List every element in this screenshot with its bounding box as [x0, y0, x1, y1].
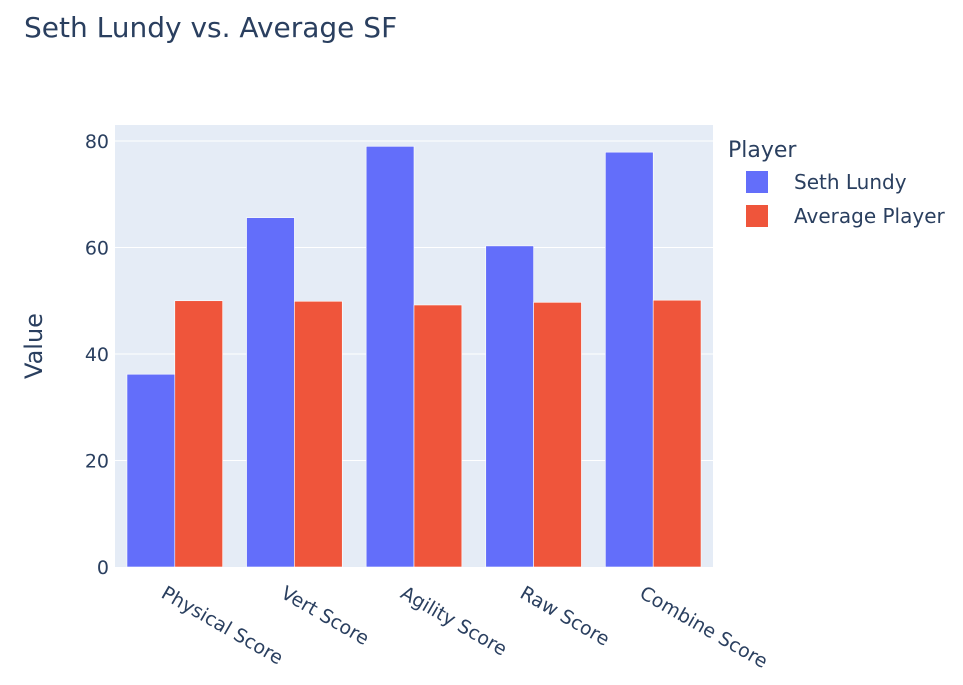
bar-average-player	[652, 299, 702, 568]
y-tick-label: 80	[85, 131, 109, 153]
bars	[126, 146, 702, 568]
bar-average-player	[413, 304, 463, 568]
bar-average-player	[174, 300, 223, 568]
legend-label: Seth Lundy	[794, 170, 907, 194]
chart-title: Seth Lundy vs. Average SF	[24, 11, 397, 44]
x-tick-label: Vert Score	[277, 582, 373, 650]
bar-average-player	[533, 302, 582, 568]
legend-swatch	[746, 205, 768, 227]
bar-seth-lundy	[365, 146, 415, 568]
legend-swatch	[746, 171, 768, 193]
x-tick-label: Raw Score	[516, 582, 613, 651]
bar-seth-lundy	[126, 373, 176, 568]
legend-items: Seth Lundy Average Player	[746, 170, 946, 228]
bar-seth-lundy	[485, 245, 534, 568]
x-tick-label: Combine Score	[636, 582, 771, 673]
bar-seth-lundy	[246, 217, 295, 568]
y-axis-label: Value	[20, 313, 48, 379]
y-axis-ticks: 0 20 40 60 80	[85, 131, 109, 579]
y-tick-label: 60	[85, 237, 109, 259]
bar-average-player	[294, 300, 343, 568]
legend-title: Player	[728, 138, 797, 163]
y-tick-label: 0	[97, 557, 109, 579]
y-tick-label: 20	[85, 450, 109, 472]
legend: Player Seth Lundy Average Player	[728, 138, 946, 228]
bar-seth-lundy	[605, 151, 654, 568]
y-tick-label: 40	[85, 344, 109, 366]
x-tick-label: Agility Score	[397, 582, 511, 660]
legend-label: Average Player	[794, 204, 946, 228]
x-tick-label: Physical Score	[158, 582, 287, 669]
